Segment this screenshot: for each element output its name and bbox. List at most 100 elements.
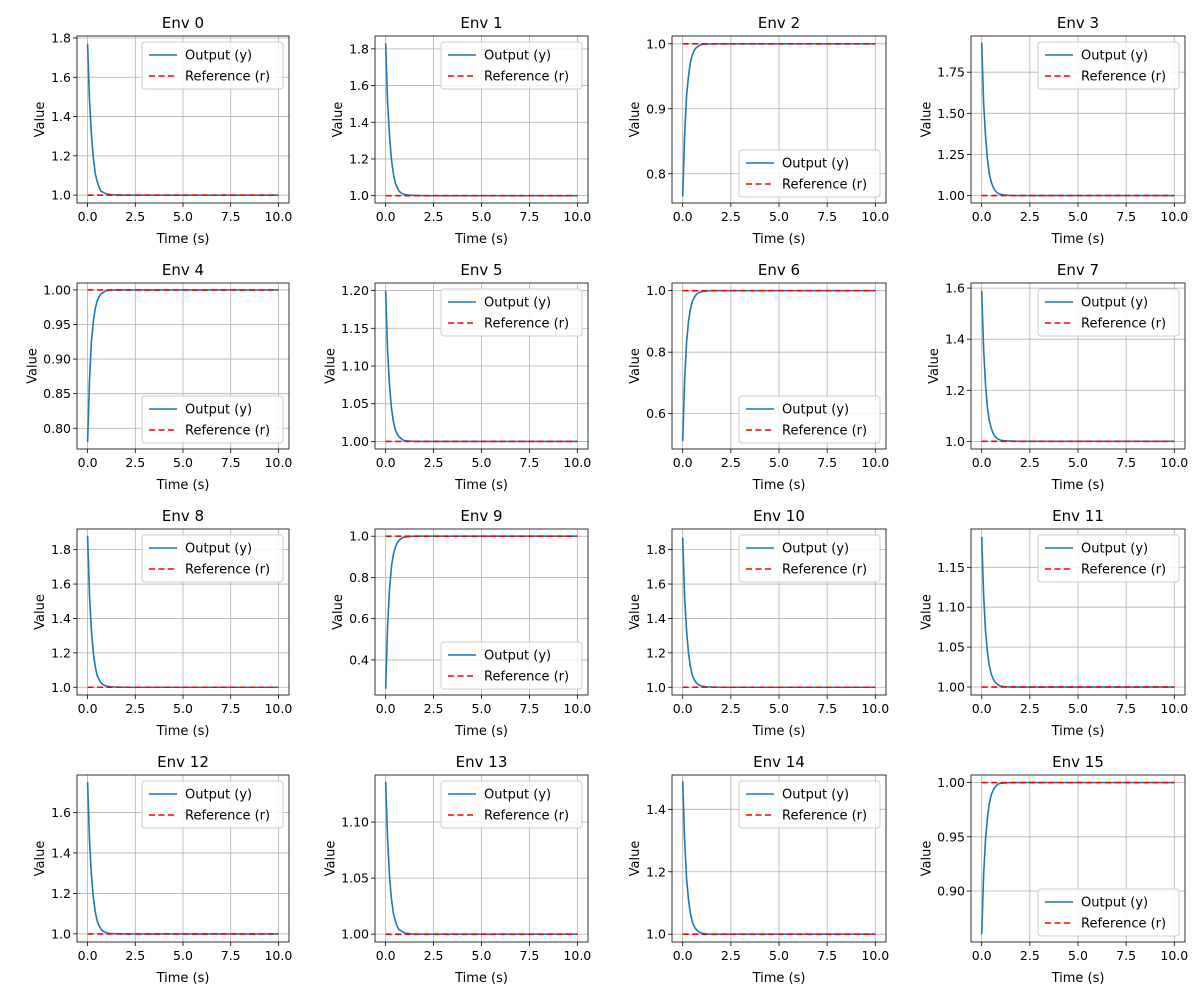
x-tick-label: 2.5 (1020, 948, 1040, 963)
y-tick-label: 1.0 (51, 188, 71, 203)
legend-label: Output (y) (782, 788, 849, 803)
axes-frame (970, 35, 1186, 204)
legend-label: Output (y) (1081, 49, 1148, 64)
legend-label: Output (y) (782, 403, 849, 418)
legend-label: Reference (r) (782, 809, 867, 824)
y-tick-label: 1.2 (646, 645, 666, 660)
x-tick-label: 0.0 (972, 948, 992, 963)
x-tick-label: 7.5 (1116, 455, 1136, 470)
legend-label: Reference (r) (1081, 917, 1166, 932)
legend: Output (y) Reference (r) (141, 534, 284, 583)
x-tick-label: 10.0 (264, 948, 292, 963)
x-tick-label: 5.0 (173, 948, 193, 963)
legend: Output (y) Reference (r) (141, 41, 284, 90)
axes-frame (671, 774, 887, 943)
x-tick-label: 7.5 (221, 455, 241, 470)
subplot-title: Env 3 (1057, 14, 1099, 32)
x-axis-label: Time (s) (156, 478, 210, 493)
x-tick-label: 10.0 (861, 209, 889, 224)
legend-label: Reference (r) (185, 70, 270, 85)
x-ticks: 0.0 2.5 5.0 7.5 10.0 (972, 529, 1188, 716)
x-tick-label: 7.5 (519, 948, 539, 963)
y-tick-label: 1.05 (341, 396, 369, 411)
subplot-7: Env 7 Time (s) 0.0 2.5 5.0 7.5 10.0 1.0 1.2 1.4 1.… (927, 261, 1188, 493)
legend-label: Reference (r) (185, 809, 270, 824)
x-tick-label: 10.0 (264, 701, 292, 716)
x-axis-label: Time (s) (752, 724, 806, 739)
x-tick-label: 10.0 (861, 455, 889, 470)
y-axis-label: Value (927, 348, 942, 384)
legend: Output (y) Reference (r) (1037, 288, 1180, 337)
subplot-2: Env 2 Time (s) 0.0 2.5 5.0 7.5 10.0 0.8 0.9 1.0 Va… (628, 14, 889, 247)
subplot-title: Env 2 (758, 14, 800, 32)
x-tick-label: 5.0 (173, 701, 193, 716)
x-tick-label: 7.5 (519, 455, 539, 470)
axes-frame (374, 282, 589, 450)
y-tick-label: 0.95 (43, 317, 71, 332)
y-axis-label: Value (331, 102, 346, 138)
legend: Output (y) Reference (r) (738, 534, 881, 583)
y-axis-label: Value (628, 102, 643, 138)
legend-label: Reference (r) (484, 70, 569, 85)
y-tick-label: 1.00 (937, 188, 965, 203)
y-tick-label: 1.00 (341, 927, 369, 942)
legend-box (440, 641, 583, 690)
x-tick-label: 0.0 (972, 701, 992, 716)
legend-label: Reference (r) (484, 317, 569, 332)
y-tick-label: 1.0 (349, 188, 369, 203)
legend: Output (y) Reference (r) (1037, 534, 1180, 583)
y-tick-label: 1.10 (341, 815, 369, 830)
x-axis-label: Time (s) (752, 478, 806, 493)
x-axis-label: Time (s) (156, 232, 210, 247)
x-tick-label: 0.0 (78, 209, 98, 224)
legend: Output (y) Reference (r) (141, 395, 284, 444)
legend-box (738, 149, 881, 198)
subplot-4: Env 4 Time (s) 0.0 2.5 5.0 7.5 10.0 0.80 0.85 0.9… (26, 261, 293, 493)
y-ticks: 1.00 1.25 1.50 1.75 (937, 65, 1185, 203)
legend-label: Output (y) (1081, 296, 1148, 311)
y-tick-label: 1.10 (937, 600, 965, 615)
x-tick-label: 10.0 (563, 948, 591, 963)
legend: Output (y) Reference (r) (440, 780, 583, 829)
legend: Output (y) Reference (r) (440, 288, 583, 337)
axes-frame (76, 774, 290, 943)
axes-frame (374, 774, 589, 943)
legend-box (738, 780, 881, 829)
x-tick-label: 0.0 (78, 948, 98, 963)
x-tick-label: 2.5 (1020, 455, 1040, 470)
x-tick-label: 2.5 (1020, 701, 1040, 716)
y-axis-label: Value (628, 348, 643, 384)
axes-frame (671, 35, 887, 204)
subplot-title: Env 12 (157, 753, 209, 771)
subplot-15: Env 15 Time (s) 0.0 2.5 5.0 7.5 10.0 0.90 0.95 1.… (920, 753, 1189, 986)
x-tick-label: 5.0 (769, 948, 789, 963)
subplot-title: Env 9 (460, 507, 502, 525)
x-tick-label: 0.0 (376, 701, 396, 716)
x-ticks: 0.0 2.5 5.0 7.5 10.0 (376, 775, 591, 963)
y-tick-label: 1.6 (51, 577, 71, 592)
legend-box (738, 395, 881, 444)
y-tick-label: 1.00 (937, 680, 965, 695)
axes-frame (374, 35, 589, 204)
y-tick-label: 1.0 (51, 926, 71, 941)
y-ticks: 0.90 0.95 1.00 (937, 775, 1185, 899)
legend-label: Output (y) (782, 542, 849, 557)
subplot-title: Env 7 (1057, 261, 1099, 279)
y-tick-label: 1.2 (51, 148, 71, 163)
y-tick-label: 0.6 (646, 406, 666, 421)
legend: Output (y) Reference (r) (1037, 41, 1180, 90)
legend: Output (y) Reference (r) (141, 780, 284, 829)
subplot-title: Env 14 (753, 753, 805, 771)
legend-label: Reference (r) (782, 563, 867, 578)
x-tick-label: 7.5 (817, 701, 837, 716)
y-tick-label: 0.85 (43, 386, 71, 401)
x-tick-label: 5.0 (1068, 209, 1088, 224)
x-axis-label: Time (s) (1051, 232, 1105, 247)
x-tick-label: 2.5 (721, 948, 741, 963)
x-axis-label: Time (s) (454, 232, 508, 247)
x-ticks: 0.0 2.5 5.0 7.5 10.0 (673, 775, 889, 963)
subplot-title: Env 1 (460, 14, 502, 32)
legend: Output (y) Reference (r) (1037, 888, 1180, 937)
axes-frame (76, 35, 290, 204)
y-tick-label: 1.15 (341, 321, 369, 336)
